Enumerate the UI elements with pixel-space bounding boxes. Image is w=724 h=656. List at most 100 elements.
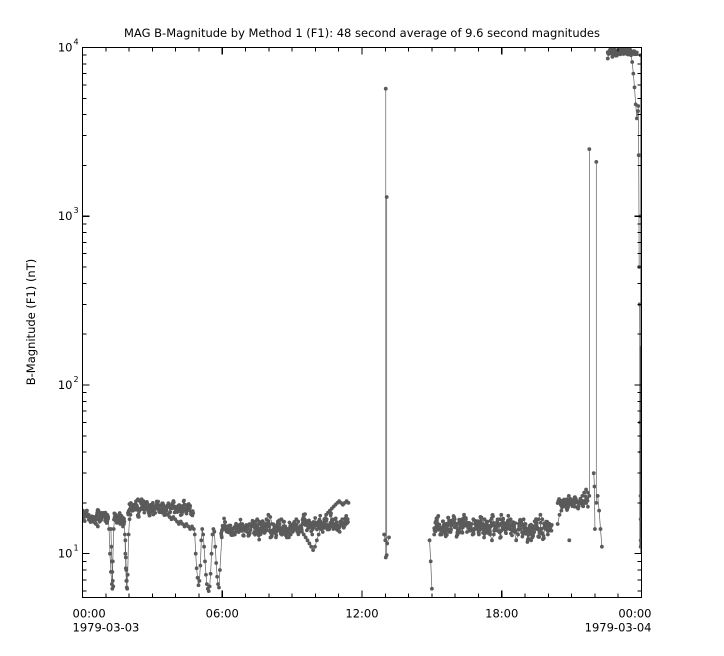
x-axis-tick-label-date: 1979-03-03 [73,621,140,635]
x-axis-tick-label-time: 18:00 [485,607,518,621]
series-data-point [123,551,128,556]
series-data-point [384,195,389,199]
series-data-point [567,538,572,543]
series-data-point [125,586,130,591]
series-data-point [194,566,199,571]
series-data-point [191,527,196,531]
series-line-segment [429,539,433,590]
series-data-point [462,512,466,517]
series-data-point [636,104,641,108]
series-data-point [383,538,388,543]
series-line-segment [637,105,640,268]
series-data-point [557,512,562,517]
series-data-point [584,487,588,492]
series-data-point [201,532,206,537]
series-data-point [109,527,113,531]
series-data-point [634,116,639,121]
series-data-point [268,515,273,519]
series-data-point [109,544,114,549]
series-data-point [195,575,200,580]
series-data-point [629,49,633,54]
series-scatter-cloud [126,498,195,519]
series-data-point [638,494,642,498]
series-data-point [215,574,220,579]
series-data-point [216,582,220,587]
series-data-point [307,541,312,546]
series-data-point [95,524,100,529]
series-scatter-cloud [516,517,554,544]
y-axis-tick-exponent: 1 [74,544,79,553]
series-data-point [514,538,519,543]
series-data-point [634,50,639,55]
series-data-point [545,532,550,537]
series-data-point [566,494,571,498]
series-data-point [600,544,604,549]
series-data-point [429,586,434,591]
series-data-point [123,555,128,560]
series-data-point [316,532,321,537]
y-axis-tick-label: 10 [58,41,73,55]
series-data-point [638,544,642,549]
series-data-point [540,517,545,522]
series-scatter-cloud [82,507,110,526]
series-data-point [586,490,590,495]
series-data-point [513,530,518,535]
y-axis-tick-exponent: 4 [74,38,79,47]
series-data-point [632,85,637,90]
series-data-point [108,551,112,556]
y-axis-tick-label: 10 [58,378,73,392]
series-data-point [587,147,592,151]
series-data-point [521,517,526,522]
series-data-point [296,519,301,524]
x-axis-tick-label-time: 00:00 [618,607,651,621]
series-data-point [580,494,585,498]
series-data-point [587,494,592,498]
series-data-point [204,582,209,587]
series-data-point [196,583,201,588]
series-line-segment [597,495,603,548]
series-data-point [491,532,496,537]
series-data-point [122,519,127,524]
y-axis-tick-label: 10 [58,547,73,561]
series-data-point [110,578,115,583]
series-data-point [597,508,602,513]
series-data-point [305,538,310,543]
series-data-point [311,548,315,553]
y-axis-tick-exponent: 3 [74,206,79,215]
series-data-point [593,527,597,531]
series-data-point [490,538,494,543]
series-data-point [208,571,213,576]
series-line-segment [593,472,596,530]
series-data-point [123,538,128,543]
series-data-point [346,501,351,505]
series-data-point [314,538,319,543]
series-data-point [206,589,211,594]
y-axis-tick-exponent: 2 [74,375,79,384]
series-data-point [591,471,596,476]
series-scatter-cloud [432,512,518,540]
series-data-point [297,530,301,534]
series-data-point [387,535,391,540]
series-data-point [549,523,554,527]
series-data-point [203,559,207,564]
series-data-point [124,568,129,572]
plot-title: MAG B-Magnitude by Method 1 (F1): 48 sec… [124,26,600,40]
series-data-point [301,532,306,537]
x-axis-tick-label-time: 00:00 [73,607,106,621]
y-axis-tick-label: 10 [58,209,73,223]
series-data-point [127,517,132,522]
series-data-point [428,559,433,564]
series-data-point [638,517,642,522]
series-data-point [209,551,214,556]
series-data-point [592,484,597,489]
data-series-layer [82,47,642,594]
series-data-point [638,153,642,158]
series-data-point [210,532,215,537]
series-data-point [346,520,350,524]
series-data-point [586,504,590,509]
series-scatter-cloud [299,511,350,537]
series-data-point [106,516,110,521]
series-data-point [582,490,587,495]
y-axis-title: B-Magnitude (F1) (nT) [24,259,38,385]
